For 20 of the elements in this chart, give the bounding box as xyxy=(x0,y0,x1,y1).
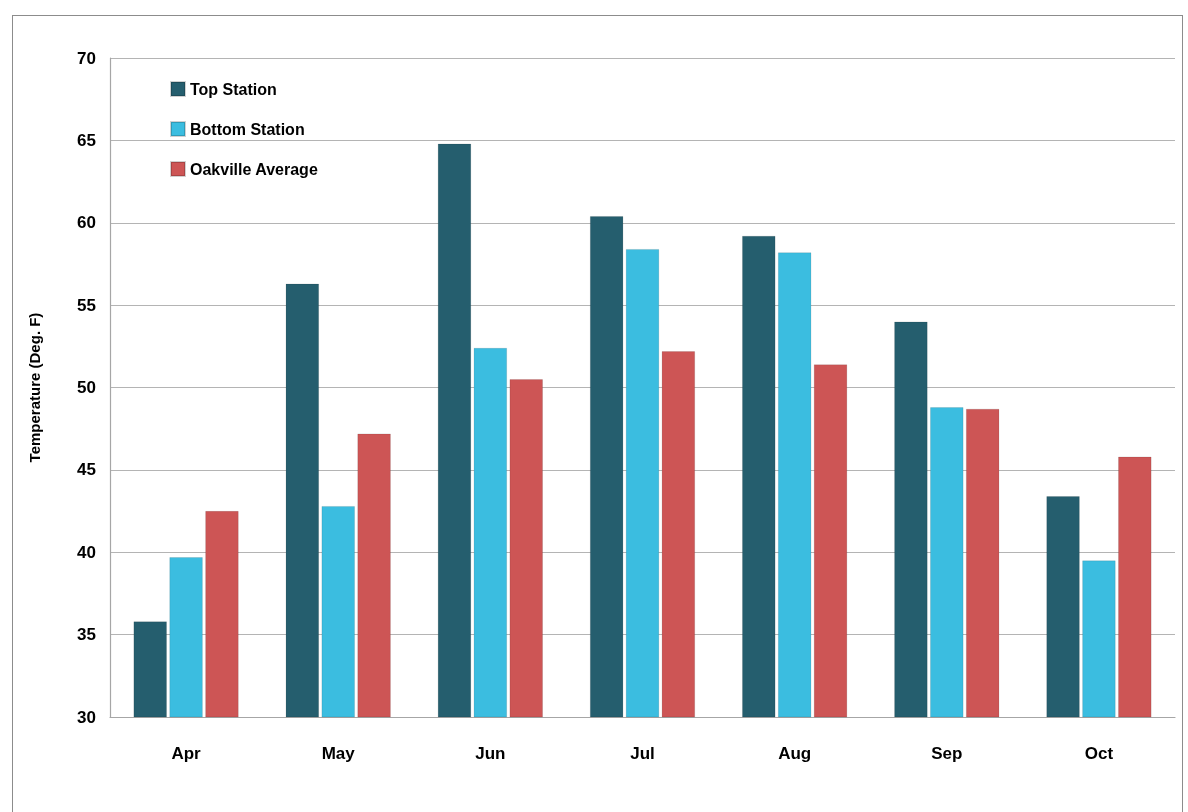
legend-label: Oakville Average xyxy=(190,160,318,178)
x-tick-label: Jun xyxy=(475,744,506,763)
y-tick-label: 65 xyxy=(77,130,96,150)
legend-label: Bottom Station xyxy=(190,120,305,138)
y-tick-label: 35 xyxy=(77,625,96,645)
y-axis-title: Temperature (Deg. F) xyxy=(26,312,43,463)
x-tick-label: Jul xyxy=(630,744,655,763)
x-tick-label: Oct xyxy=(1084,744,1114,763)
y-tick-label: 50 xyxy=(77,378,96,397)
x-tick-label: Sep xyxy=(931,744,963,763)
legend-label: Top Station xyxy=(190,80,277,98)
x-tick-label: Aug xyxy=(778,744,812,763)
y-tick-label: 60 xyxy=(77,213,96,233)
y-tick-label: 30 xyxy=(77,707,96,727)
y-tick-label: 70 xyxy=(77,48,96,68)
x-tick-label: Apr xyxy=(171,744,202,763)
y-tick-label: 40 xyxy=(77,542,96,562)
x-tick-label: May xyxy=(321,744,356,763)
y-tick-label: 45 xyxy=(77,460,96,480)
y-tick-label: 55 xyxy=(77,295,96,315)
